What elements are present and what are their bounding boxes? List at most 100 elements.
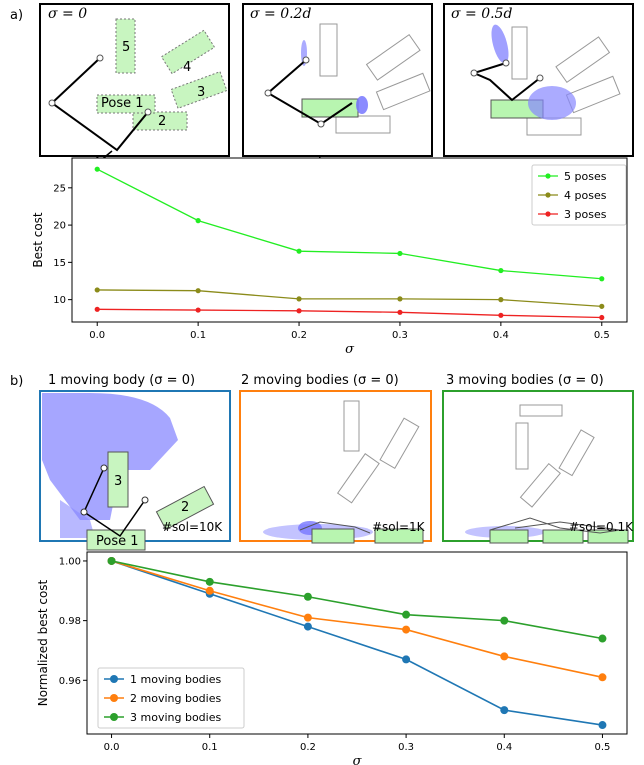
sigma-label-0: σ = 0 [48,6,88,22]
x-tick-label: 0.0 [104,742,120,753]
pose-label-1: Pose 1 [101,96,144,111]
title-3-moving-bodies: 3 moving bodies (σ = 0) [446,373,604,388]
sigma-label-0.5d: σ = 0.5d [451,6,513,22]
data-point [94,287,100,293]
data-point [303,592,312,601]
pose-figure-sigma-0.2d [264,23,431,134]
series-line [111,560,603,640]
pose-rect-2 [132,111,188,131]
legend-label: 5 poses [564,170,607,183]
pose-rect-5 [115,18,136,74]
data-point [500,706,509,715]
b-pose-label-2: 2 [181,500,190,515]
data-point [303,613,312,622]
data-point [500,652,509,661]
series-line [111,560,603,679]
data-point [498,267,504,274]
y-tick-label: 20 [53,221,66,232]
pose-figure-sigma-0.5d [470,24,621,136]
x-tick-label: 0.5 [595,742,611,753]
data-point [205,577,214,586]
series-line [97,308,602,319]
legend-label: 3 poses [564,208,607,221]
legend-marker [545,211,551,217]
pose-rect-4 [160,29,216,75]
legend-label: 4 poses [564,189,607,202]
y-axis-label: Normalized best cost [36,579,50,706]
x-axis-label: σ [345,342,355,357]
legend-label: 1 moving bodies [130,673,221,686]
sol-label-3: #sol=0.1K [569,520,633,534]
data-point [397,309,403,315]
frame-2-moving-bodies [239,390,432,542]
pose-label-4: 4 [183,60,192,75]
x-tick-label: 0.2 [291,330,307,341]
data-point [195,307,201,313]
sol-label-2: #sol=1K [372,520,425,534]
legend-marker [110,675,118,683]
y-tick-label: 0.98 [59,616,81,627]
data-point [599,303,605,309]
legend-label: 2 moving bodies [130,692,221,705]
data-point [498,297,504,303]
data-point [598,673,607,682]
sigma-label-0.2d: σ = 0.2d [250,6,312,22]
data-point [397,296,403,302]
sol-label-1: #sol=10K [162,520,223,534]
figure-3-moving-bodies [465,404,629,544]
data-point [296,308,302,314]
pose-label-5: 5 [122,40,131,55]
pose-rect-3 [170,71,228,109]
legend-marker [545,173,551,179]
data-point [500,616,509,625]
data-point [402,655,411,664]
data-point [599,314,605,321]
panel-a-letter: a) [10,8,24,23]
x-tick-label: 0.4 [493,330,509,341]
x-tick-label: 0.2 [300,742,316,753]
series-line [96,168,602,280]
y-axis-label: Best cost [31,212,45,268]
figure-2-moving-bodies [263,400,424,544]
panel-b-letter: b) [10,374,24,389]
x-tick-label: 0.5 [594,330,610,341]
legend-box [97,667,245,729]
pose-label-3: 3 [197,85,206,100]
y-tick-label: 0.96 [59,676,81,687]
title-1-moving-body: 1 moving body (σ = 0) [48,373,196,388]
x-tick-label: 0.1 [202,742,218,753]
legend-marker [110,713,118,721]
data-point [205,586,214,595]
y-tick-label: 1.00 [59,556,81,567]
pose-figure-sigma-0 [48,18,228,152]
legend-box [531,164,627,226]
x-tick-label: 0.3 [398,742,414,753]
y-tick-label: 10 [53,295,66,306]
data-point [397,250,403,257]
title-2-moving-bodies: 2 moving bodies (σ = 0) [241,373,399,388]
x-tick-label: 0.0 [89,330,105,341]
b-pose-label-1: Pose 1 [96,534,139,549]
pose-label-2: 2 [158,114,167,129]
y-tick-label: 15 [53,258,66,269]
figure-1-moving-body [42,393,215,551]
data-point [402,625,411,634]
data-point [195,218,201,224]
x-axis-label: σ [353,754,363,765]
data-point [195,288,201,294]
series-line [97,289,602,307]
data-point [94,166,100,172]
x-tick-label: 0.3 [392,330,408,341]
legend-marker [545,192,551,198]
series-line [111,560,603,726]
data-point [498,312,504,318]
data-point [296,248,302,254]
data-point [296,296,302,302]
data-point [303,622,312,631]
data-point [599,276,605,282]
pose-rect-1 [96,94,156,114]
x-tick-label: 0.1 [190,330,206,341]
